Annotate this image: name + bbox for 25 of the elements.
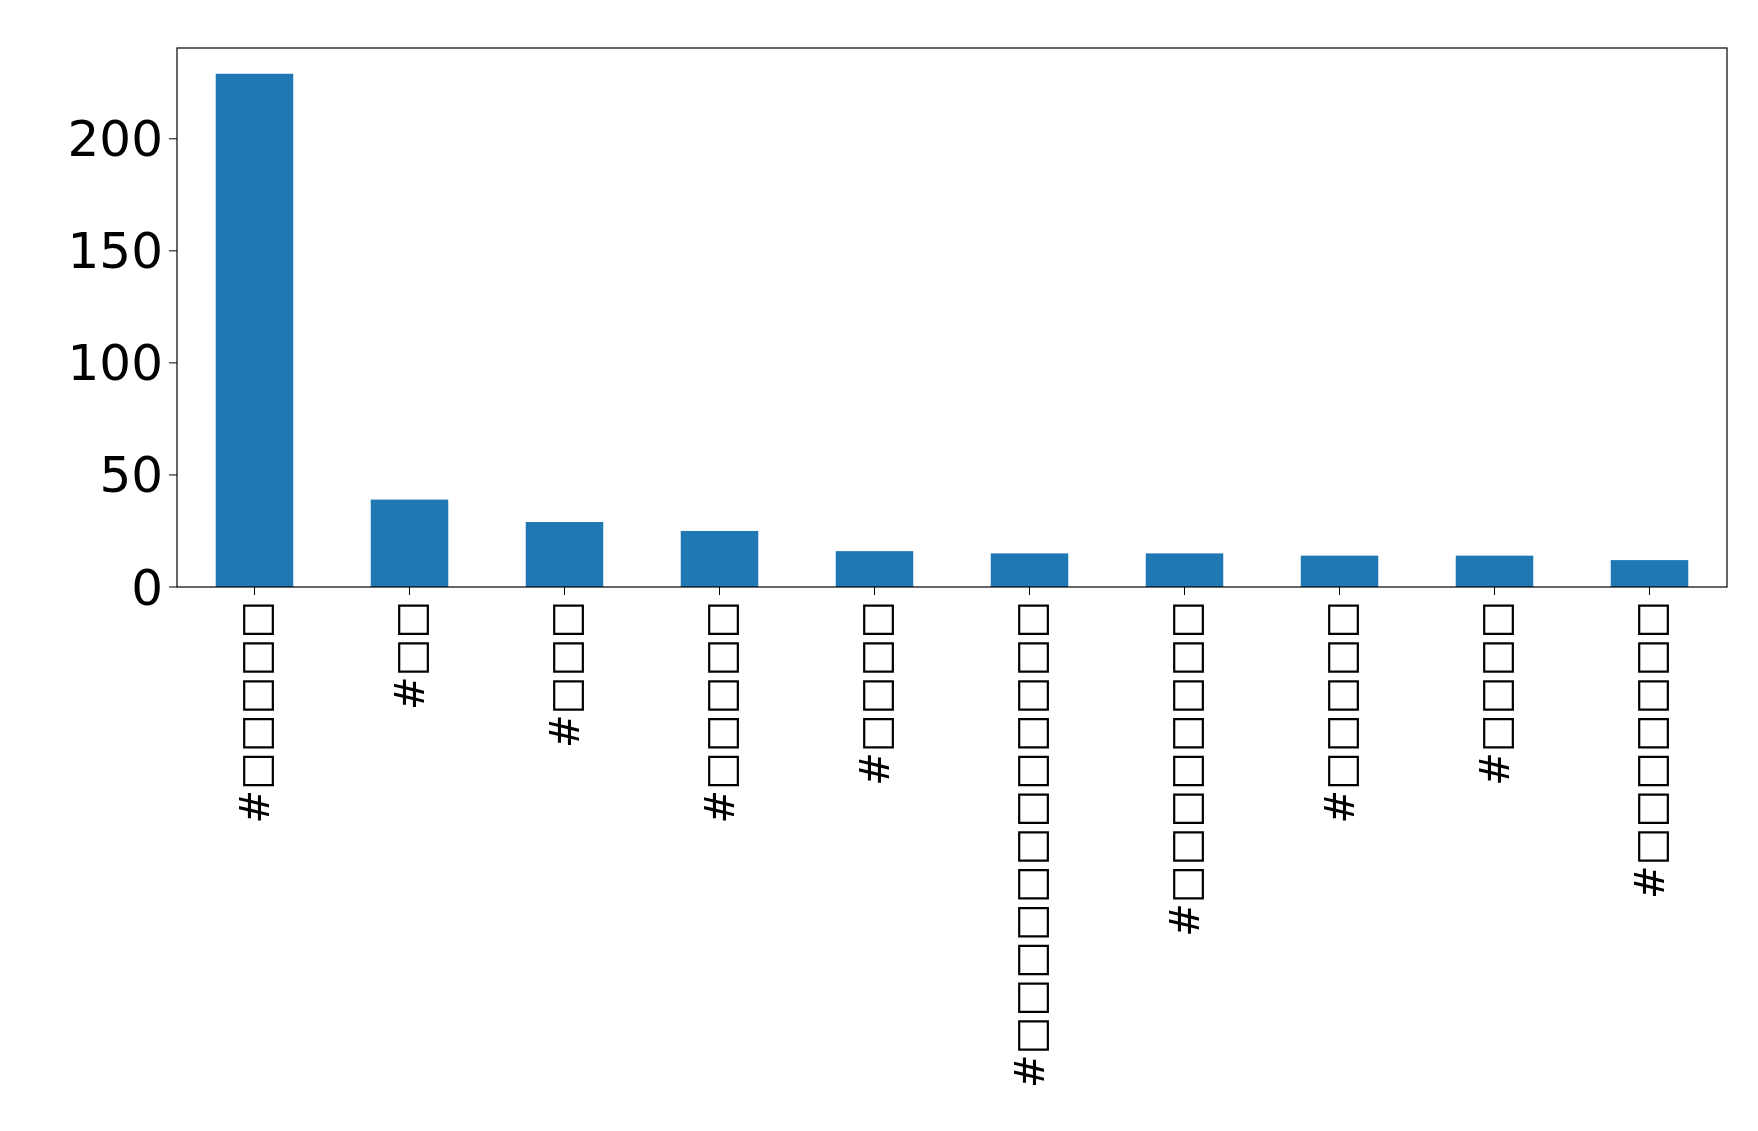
- bar: [1300, 555, 1379, 587]
- x-tick-label: #□□□□□□□: [1626, 601, 1673, 900]
- x-tick-label: #□□: [386, 601, 433, 711]
- bar: [835, 551, 914, 587]
- y-tick-label: 50: [99, 446, 163, 505]
- x-tick-label: #□□□□□□□□□□□□: [1006, 601, 1053, 1089]
- y-tick-label: 100: [67, 334, 163, 393]
- x-tick-label: #□□□□□□□□: [1161, 601, 1208, 937]
- bar: [680, 530, 759, 587]
- y-tick-label: 0: [131, 558, 163, 617]
- x-tick-label: #□□□□□: [1316, 601, 1363, 824]
- bar: [1610, 560, 1689, 587]
- bar: [215, 73, 294, 587]
- bar: [525, 522, 604, 587]
- x-tick-label: #□□□□: [851, 601, 898, 786]
- y-tick-label: 150: [67, 222, 163, 281]
- x-tick-label: #□□□□□: [231, 601, 278, 824]
- x-tick-label: #□□□□□: [696, 601, 743, 824]
- x-tick-label: #□□□: [541, 601, 588, 748]
- bar: [370, 499, 449, 587]
- y-tick-label: 200: [67, 110, 163, 169]
- bar: [990, 553, 1069, 587]
- x-tick-label: #□□□□: [1471, 601, 1518, 786]
- bar: [1455, 555, 1534, 587]
- bar: [1145, 553, 1224, 587]
